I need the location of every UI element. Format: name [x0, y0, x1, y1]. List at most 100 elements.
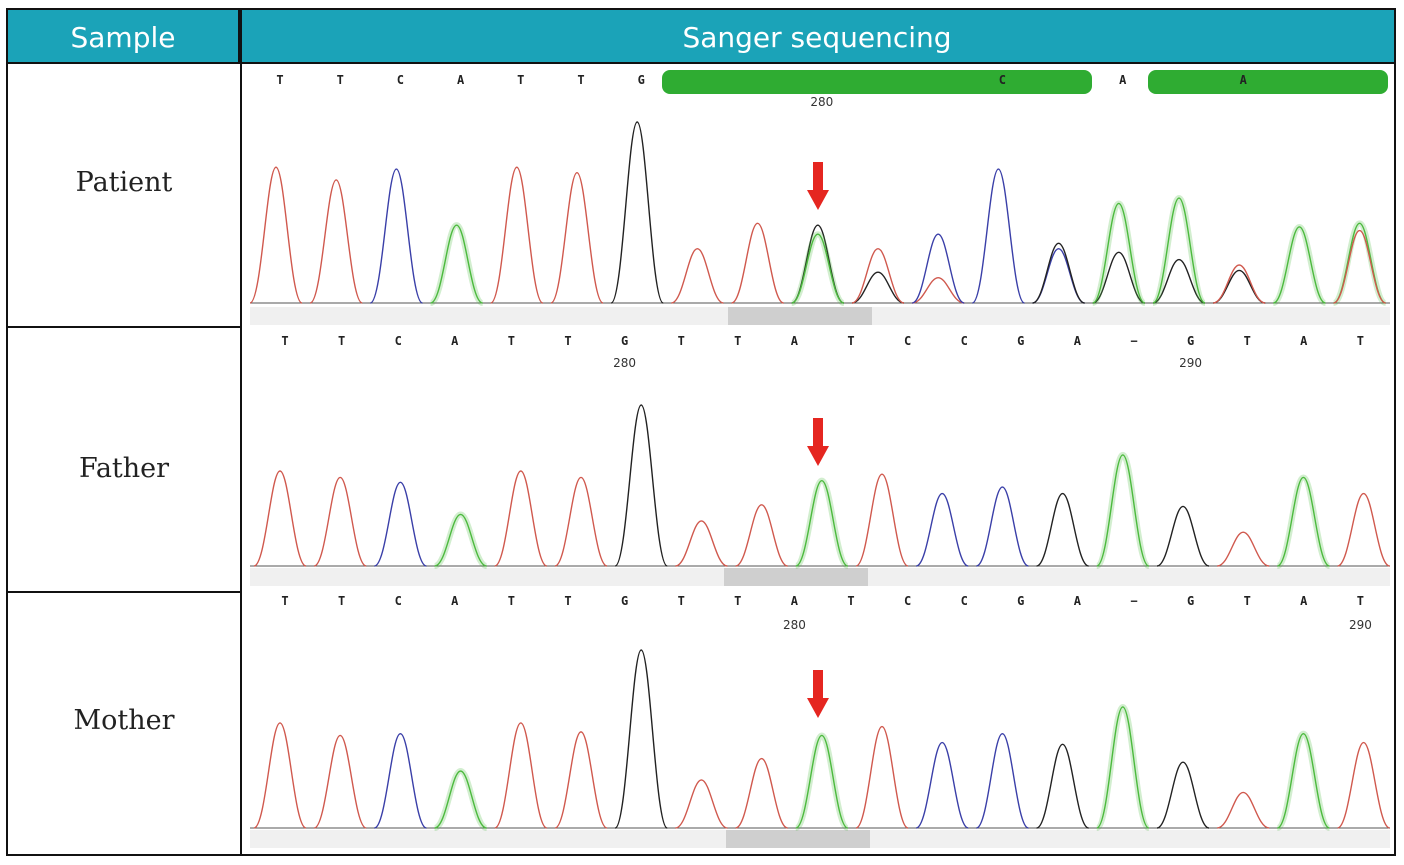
patient-peak [1032, 242, 1085, 304]
mother-selection-window [726, 830, 870, 848]
patient-base-call: T [517, 73, 524, 87]
mother-peak [915, 741, 969, 829]
mother-peak [1036, 743, 1089, 829]
mother-base-call: A [791, 594, 799, 608]
mother-base-call: T [1357, 594, 1364, 608]
father-base-call: T [564, 334, 571, 348]
patient-peak-secondary [912, 276, 965, 304]
mother-peak [253, 722, 307, 829]
father-base-call: G [621, 334, 628, 348]
father-peak [1096, 454, 1150, 567]
mother-peak [1277, 732, 1330, 829]
patient-peak [851, 247, 905, 304]
mother-peak [374, 732, 427, 829]
mother-peak [313, 734, 367, 829]
row-divider-1 [8, 326, 242, 328]
patient-base-call: A [1119, 73, 1127, 87]
mother-peak [494, 722, 548, 829]
father-peak [675, 520, 728, 567]
column-divider [240, 10, 242, 854]
mother-base-call: C [961, 594, 968, 608]
father-base-call: T [678, 334, 685, 348]
father-peak [253, 470, 307, 567]
mother-peak [1096, 706, 1150, 829]
patient-base-call: A [1240, 73, 1248, 87]
mother-base-call: A [451, 594, 459, 608]
patient-peak [610, 121, 664, 304]
father-base-call: T [734, 334, 741, 348]
patient-peak [1212, 264, 1266, 304]
sample-label-father: Father [78, 453, 170, 484]
mother-peak [554, 731, 608, 829]
patient-base-call: G [638, 73, 645, 87]
mother-base-call: T [338, 594, 345, 608]
sample-label-patient: Patient [75, 167, 173, 198]
patient-peak [671, 247, 724, 304]
mother-base-call: C [904, 594, 911, 608]
mother-base-call: T [847, 594, 854, 608]
sequencing-table: Sample Sanger sequencing Patient Father … [6, 8, 1396, 856]
mother-peak [434, 770, 487, 829]
mother-base-call: T [1244, 594, 1251, 608]
row-divider-2 [8, 591, 242, 593]
patient-base-call: A [457, 73, 465, 87]
patient-arrow-shaft [813, 162, 823, 192]
patient-peak [911, 233, 965, 304]
patient-peak-secondary [1152, 258, 1206, 304]
patient-peak [791, 233, 845, 304]
patient-highlight-bar-1 [662, 70, 1092, 94]
mother-base-call: G [1017, 594, 1024, 608]
mother-base-call: A [1074, 594, 1082, 608]
patient-peak [430, 224, 483, 304]
father-base-call: A [1074, 334, 1082, 348]
sample-column-header: Sample [8, 10, 240, 64]
father-base-call: T [847, 334, 854, 348]
father-base-call: T [1357, 334, 1364, 348]
patient-peak [490, 166, 544, 304]
mother-base-call: G [621, 594, 628, 608]
patient-peak-secondary [1092, 251, 1146, 304]
father-base-call: − [1130, 334, 1137, 348]
patient-peak [1333, 229, 1386, 304]
father-position-tick: 290 [1179, 356, 1202, 370]
father-peak [313, 476, 367, 567]
father-peak [976, 486, 1029, 567]
patient-selection-window [728, 307, 872, 325]
mother-base-call: T [508, 594, 515, 608]
father-peak [915, 492, 969, 567]
mother-base-call: G [1187, 594, 1194, 608]
patient-peak [1092, 202, 1146, 304]
mother-base-call: T [678, 594, 685, 608]
father-base-call: G [1187, 334, 1194, 348]
mother-base-call: T [281, 594, 288, 608]
mother-peak [976, 732, 1029, 829]
patient-peak [550, 171, 604, 304]
father-base-call: A [451, 334, 459, 348]
father-peak [494, 470, 548, 567]
patient-base-call: T [337, 73, 344, 87]
header-divider [8, 62, 1394, 64]
mother-base-call: − [1130, 594, 1137, 608]
patient-peak [1152, 197, 1206, 304]
mother-base-call: A [1300, 594, 1308, 608]
mother-peak [1156, 761, 1210, 829]
mother-base-call: T [564, 594, 571, 608]
father-peak [795, 479, 849, 567]
father-peak [1156, 505, 1210, 567]
sequencing-column-header: Sanger sequencing [240, 10, 1394, 64]
father-peak [1337, 492, 1390, 567]
mother-base-call: C [395, 594, 402, 608]
father-base-call: T [508, 334, 515, 348]
patient-base-call: C [397, 73, 404, 87]
mother-peak [1216, 791, 1270, 829]
sample-label-mother: Mother [73, 705, 175, 736]
father-peak [374, 481, 427, 567]
patient-base-call: T [577, 73, 584, 87]
father-base-call: C [904, 334, 911, 348]
father-base-call: T [338, 334, 345, 348]
mother-base-call: T [734, 594, 741, 608]
mother-peak [855, 725, 909, 829]
father-base-call: T [281, 334, 288, 348]
patient-peak [249, 166, 303, 304]
patient-base-call: C [999, 73, 1006, 87]
